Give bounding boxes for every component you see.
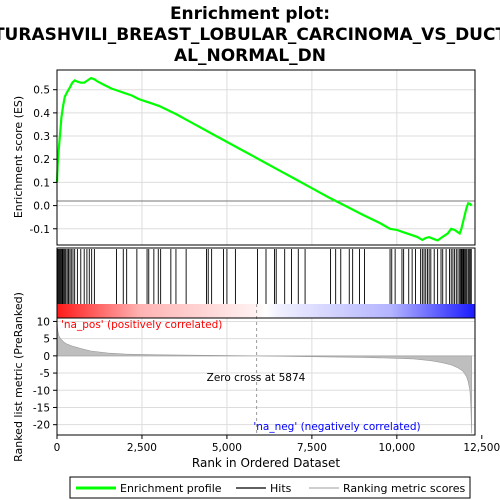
legend-box (69, 476, 471, 499)
hit-lines (56, 249, 472, 304)
legend-hits-label: Hits (270, 482, 292, 495)
es-panel-frame (56, 69, 476, 246)
metric-y-ticks: -20 -15 -10 -5 0 5 10 (33, 316, 57, 432)
x-tick-label: 0 (54, 442, 61, 454)
chart-title-line-3: AL_NORMAL_DN (174, 46, 326, 66)
es-y-tick-label: 0.2 (33, 154, 50, 166)
x-tick-label: 2,500 (127, 442, 157, 454)
x-tick-label: 7,500 (297, 442, 327, 454)
es-y-tick-label: -0.1 (30, 224, 51, 236)
es-panel: -0.1 0.0 0.1 0.2 0.3 0.4 0.5 Enrichment score … (12, 69, 476, 246)
rank-color-bar (57, 304, 475, 318)
es-y-axis-label: Enrichment score (ES) (12, 96, 25, 218)
chart-title-line-2: TURASHVILI_BREAST_LOBULAR_CARCINOMA_VS_D… (0, 25, 500, 45)
es-gridlines (57, 70, 475, 245)
metric-y-tick-label: -5 (40, 368, 50, 380)
x-tick-label: 5,000 (212, 442, 242, 454)
metric-y-tick-label: -10 (33, 385, 50, 397)
metric-y-tick-label: -15 (33, 402, 50, 414)
zero-cross-label: Zero cross at 5874 (207, 372, 306, 384)
x-tick-label: 12,500 (463, 442, 500, 454)
metric-y-axis-label: Ranked list metric (PreRanked) (12, 292, 25, 462)
legend-metric-label: Ranking metric scores (343, 482, 465, 495)
metric-y-tick-label: 0 (43, 351, 50, 363)
es-y-tick-label: 0.3 (33, 131, 50, 143)
es-y-tick-label: 0.0 (33, 201, 50, 213)
na-neg-label: 'na_neg' (negatively correlated) (253, 421, 420, 433)
legend: Enrichment profile Hits Ranking metric s… (69, 476, 471, 499)
metric-y-tick-label: -20 (33, 420, 50, 432)
ranking-metric-area (56, 319, 472, 434)
legend-enrichment-label: Enrichment profile (120, 482, 222, 495)
enrichment-profile-line (55, 76, 473, 242)
metric-panel: 'na_pos' (positively correlated) Zero cr… (12, 292, 500, 470)
metric-panel-frame (56, 317, 476, 436)
x-tick-label: 10,000 (378, 442, 415, 454)
hits-panel (56, 247, 476, 319)
es-y-ticks: -0.1 0.0 0.1 0.2 0.3 0.4 0.5 (30, 85, 57, 236)
metric-x-ticks: 0 2,500 5,000 7,500 10,000 12,500 (54, 435, 500, 454)
es-y-tick-label: 0.5 (33, 85, 50, 97)
metric-y-tick-label: 10 (37, 316, 50, 328)
es-y-tick-label: 0.1 (33, 177, 50, 189)
metric-y-tick-label: 5 (43, 334, 50, 346)
x-axis-label: Rank in Ordered Dataset (192, 456, 340, 470)
chart-title-line-1: Enrichment plot: (170, 4, 330, 24)
na-pos-label: 'na_pos' (positively correlated) (61, 319, 222, 331)
es-y-tick-label: 0.4 (33, 108, 50, 120)
